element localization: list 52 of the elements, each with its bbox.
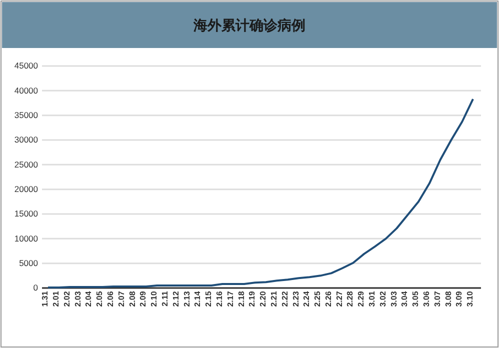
x-tick-label: 2.14 [193, 290, 202, 307]
x-tick-label: 2.23 [291, 290, 300, 307]
x-tick-label: 2.02 [62, 290, 72, 307]
x-tick-label: 2.21 [269, 290, 278, 307]
x-tick-label: 2.22 [280, 290, 290, 307]
y-tick-label: 10000 [14, 233, 38, 244]
y-tick-label: 20000 [14, 184, 38, 194]
x-tick-label: 2.06 [106, 290, 115, 307]
x-tick-label: 2.15 [204, 290, 214, 307]
x-tick-label: 2.18 [236, 290, 246, 307]
y-tick-label: 0 [33, 282, 38, 293]
x-tick-label: 2.10 [150, 290, 159, 307]
x-tick-label: 2.08 [128, 290, 137, 307]
x-tick-label: 3.10 [466, 290, 475, 307]
x-tick-label: 2.03 [73, 290, 82, 307]
x-tick-label: 2.04 [84, 290, 94, 307]
x-tick-label: 2.13 [182, 290, 192, 307]
x-tick-label: 3.09 [454, 290, 464, 307]
x-tick-label: 2.05 [95, 290, 104, 307]
x-tick-label: 1.31 [40, 290, 50, 307]
x-tick-label: 3.08 [444, 290, 453, 307]
x-tick-label: 2.24 [302, 290, 312, 307]
x-tick-label: 3.02 [378, 290, 388, 307]
x-tick-label: 2.26 [324, 290, 333, 307]
x-tick-label: 2.17 [226, 290, 235, 307]
x-tick-label: 3.01 [368, 290, 377, 307]
x-tick-label: 2.11 [160, 290, 170, 306]
x-tick-label: 2.07 [116, 290, 126, 307]
x-tick-label: 2.20 [258, 290, 268, 307]
x-tick-label: 3.05 [411, 290, 420, 307]
y-tick-label: 30000 [14, 134, 38, 145]
x-tick-label: 2.25 [313, 290, 322, 307]
y-tick-label: 5000 [19, 258, 38, 268]
chart-title: 海外累计确诊病例 [192, 17, 306, 34]
x-tick-label: 2.27 [334, 290, 344, 307]
x-tick-label: 2.12 [171, 290, 180, 307]
x-tick-label: 2.16 [214, 290, 224, 307]
y-tick-label: 25000 [14, 159, 38, 170]
x-tick-label: 3.07 [432, 290, 442, 307]
x-tick-label: 2.09 [138, 290, 148, 307]
y-tick-label: 15000 [14, 208, 38, 219]
x-tick-label: 2.01 [51, 290, 60, 307]
x-tick-label: 2.28 [346, 290, 355, 307]
y-tick-label: 40000 [14, 85, 38, 96]
x-tick-label: 2.19 [248, 290, 257, 307]
x-tick-label: 2.29 [356, 290, 366, 307]
y-tick-label: 45000 [14, 60, 38, 71]
x-tick-label: 3.03 [389, 290, 398, 307]
y-tick-label: 35000 [14, 110, 38, 120]
line-series [47, 98, 474, 289]
x-tick-label: 3.06 [422, 290, 432, 307]
x-tick-label: 3.04 [400, 290, 410, 307]
